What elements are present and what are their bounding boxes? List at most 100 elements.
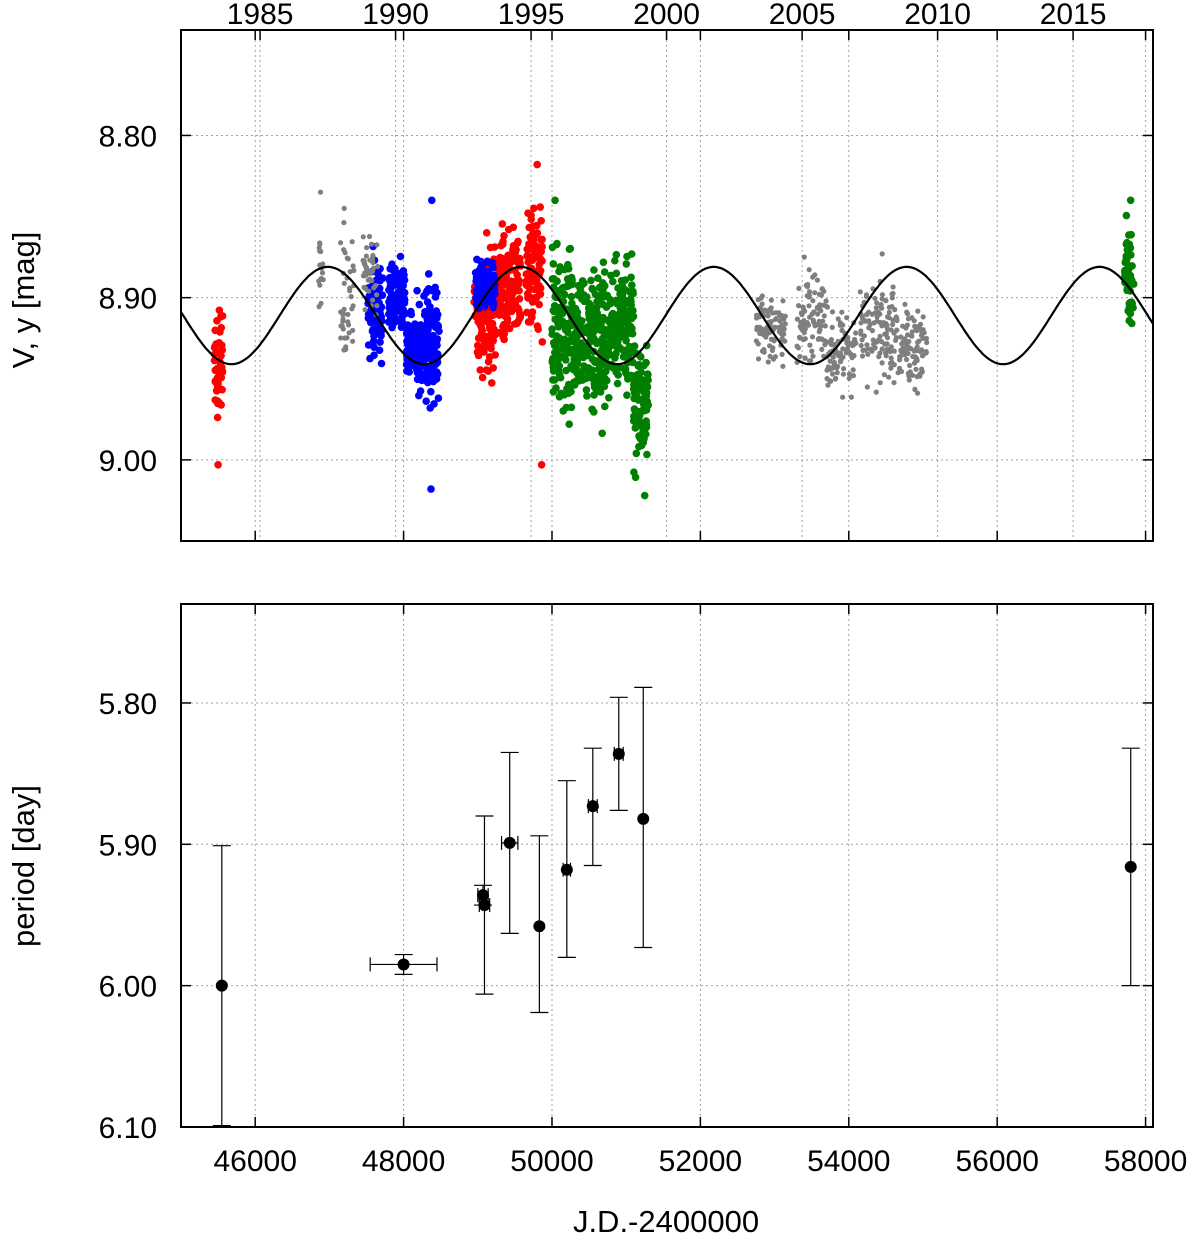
data-point	[345, 311, 351, 318]
data-point	[350, 327, 356, 333]
data-point	[370, 257, 376, 263]
data-point	[851, 341, 857, 347]
data-point	[779, 337, 785, 343]
data-point	[614, 371, 622, 379]
data-point	[797, 353, 803, 360]
data-point	[482, 272, 491, 281]
data-point	[1122, 211, 1131, 220]
data-point	[559, 320, 567, 329]
data-point	[912, 386, 918, 392]
data-point	[573, 354, 582, 362]
data-point	[796, 285, 802, 291]
data-point	[779, 351, 785, 357]
data-point	[821, 288, 827, 294]
data-point	[902, 301, 908, 307]
data-point	[350, 303, 356, 309]
data-point	[536, 255, 545, 264]
data-point	[802, 326, 808, 332]
data-point	[858, 331, 864, 337]
period-data-point	[215, 979, 228, 992]
data-point	[498, 255, 506, 264]
data-point	[816, 318, 822, 324]
data-point	[405, 368, 414, 376]
data-point	[622, 260, 631, 268]
data-point	[433, 288, 441, 297]
data-point	[898, 368, 905, 375]
data-point	[589, 311, 597, 320]
data-point	[883, 353, 889, 359]
data-point	[919, 369, 925, 375]
data-point	[338, 323, 344, 329]
data-point	[816, 335, 822, 342]
x-tick-label: 56000	[955, 1145, 1038, 1178]
data-point	[422, 372, 431, 380]
data-point	[840, 394, 846, 400]
light-curve-y-tick-label: 9.00	[99, 445, 157, 478]
data-point	[795, 345, 802, 351]
data-point	[317, 241, 323, 247]
data-point	[908, 333, 915, 339]
data-point	[780, 363, 786, 369]
data-point	[886, 309, 892, 315]
data-point	[913, 366, 919, 372]
series-blue	[364, 196, 499, 493]
data-point	[886, 374, 892, 380]
year-tick-label: 1990	[362, 0, 429, 31]
period-y-axis-label: period [day]	[6, 785, 41, 947]
data-point	[616, 363, 624, 372]
data-point	[759, 301, 765, 307]
data-point	[374, 242, 380, 248]
data-point	[903, 343, 910, 349]
data-point	[499, 302, 507, 311]
data-point	[1123, 238, 1131, 247]
data-point	[566, 275, 575, 284]
data-point	[478, 326, 487, 335]
data-point	[590, 408, 598, 416]
data-point	[473, 341, 482, 350]
period-y-tick-label: 6.00	[99, 971, 157, 1004]
data-point	[587, 276, 595, 285]
data-point	[482, 366, 491, 374]
data-point	[499, 333, 508, 342]
data-point	[816, 304, 823, 310]
data-point	[812, 290, 818, 296]
data-point	[538, 338, 547, 346]
data-point	[762, 307, 768, 313]
data-point	[550, 341, 559, 350]
year-tick-label: 2005	[769, 0, 836, 31]
data-point	[555, 310, 563, 318]
data-point	[841, 366, 847, 372]
data-point	[848, 394, 855, 400]
data-point	[918, 332, 925, 338]
data-point	[213, 387, 221, 395]
data-point	[403, 321, 412, 329]
data-point	[890, 321, 896, 328]
data-point	[837, 322, 843, 328]
data-point	[374, 270, 383, 279]
data-point	[858, 320, 864, 326]
data-point	[622, 337, 630, 345]
data-point	[495, 311, 504, 319]
data-point	[214, 461, 222, 469]
data-point	[426, 404, 435, 412]
data-point	[802, 355, 808, 361]
data-point	[588, 355, 597, 363]
data-point	[877, 311, 883, 317]
data-point	[369, 327, 378, 335]
data-point	[555, 267, 563, 276]
x-axis-label: J.D.-2400000	[573, 1204, 759, 1239]
period-data-point	[397, 958, 410, 971]
data-point	[772, 354, 779, 360]
data-point	[427, 387, 435, 396]
data-point	[599, 258, 608, 267]
data-point	[434, 322, 443, 331]
data-point	[625, 314, 633, 323]
data-point	[1128, 299, 1136, 308]
data-point	[366, 288, 372, 294]
data-point	[362, 307, 368, 313]
data-point	[579, 346, 588, 354]
data-point	[827, 378, 833, 384]
data-point	[522, 277, 530, 286]
data-point	[595, 380, 603, 389]
